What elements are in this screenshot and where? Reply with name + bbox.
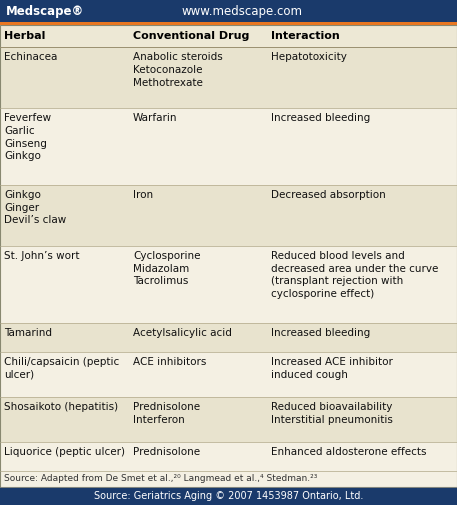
Text: Herbal: Herbal: [4, 31, 45, 41]
Text: Tamarind: Tamarind: [4, 328, 52, 338]
Bar: [0, 471, 457, 487]
Text: Hepatotoxicity: Hepatotoxicity: [271, 52, 347, 62]
Bar: [0, 0, 457, 22]
Bar: [0, 487, 457, 505]
Text: Prednisolone
Interferon: Prednisolone Interferon: [133, 402, 200, 425]
Bar: [0, 25, 457, 47]
Bar: [0, 397, 457, 442]
Text: www.medscape.com: www.medscape.com: [182, 5, 303, 18]
Text: Anabolic steroids
Ketoconazole
Methotrexate: Anabolic steroids Ketoconazole Methotrex…: [133, 52, 223, 87]
Text: St. John’s wort: St. John’s wort: [4, 251, 80, 261]
Text: Increased bleeding: Increased bleeding: [271, 328, 370, 338]
Text: Source: Geriatrics Aging © 2007 1453987 Ontario, Ltd.: Source: Geriatrics Aging © 2007 1453987 …: [94, 491, 363, 501]
Text: Reduced blood levels and
decreased area under the curve
(transplant rejection wi: Reduced blood levels and decreased area …: [271, 251, 438, 299]
Text: Medscape®: Medscape®: [6, 5, 84, 18]
Text: Prednisolone: Prednisolone: [133, 447, 200, 457]
Text: Increased ACE inhibitor
induced cough: Increased ACE inhibitor induced cough: [271, 357, 393, 380]
Text: Source: Adapted from De Smet et al.,²⁰ Langmead et al.,⁴ Stedman.²³: Source: Adapted from De Smet et al.,²⁰ L…: [4, 475, 317, 483]
Text: Warfarin: Warfarin: [133, 113, 177, 123]
Text: Increased bleeding: Increased bleeding: [271, 113, 370, 123]
Text: Ginkgo
Ginger
Devil’s claw: Ginkgo Ginger Devil’s claw: [4, 190, 66, 225]
Bar: [0, 323, 457, 352]
Text: Conventional Drug: Conventional Drug: [133, 31, 250, 41]
Text: Decreased absorption: Decreased absorption: [271, 190, 386, 200]
Bar: [0, 185, 457, 246]
Bar: [0, 352, 457, 397]
Text: Chili/capsaicin (peptic
ulcer): Chili/capsaicin (peptic ulcer): [4, 357, 119, 380]
Bar: [0, 108, 457, 185]
Text: Echinacea: Echinacea: [4, 52, 58, 62]
Text: Enhanced aldosterone effects: Enhanced aldosterone effects: [271, 447, 426, 457]
Text: Liquorice (peptic ulcer): Liquorice (peptic ulcer): [4, 447, 125, 457]
Text: Acetylsalicylic acid: Acetylsalicylic acid: [133, 328, 232, 338]
Bar: [0, 22, 457, 25]
Bar: [0, 246, 457, 323]
Bar: [0, 47, 457, 108]
Text: Reduced bioavailability
Interstitial pneumonitis: Reduced bioavailability Interstitial pne…: [271, 402, 393, 425]
Text: ACE inhibitors: ACE inhibitors: [133, 357, 207, 367]
Text: Iron: Iron: [133, 190, 153, 200]
Text: Feverfew
Garlic
Ginseng
Ginkgo: Feverfew Garlic Ginseng Ginkgo: [4, 113, 51, 162]
Text: Shosaikoto (hepatitis): Shosaikoto (hepatitis): [4, 402, 118, 412]
Bar: [0, 442, 457, 471]
Text: Interaction: Interaction: [271, 31, 340, 41]
Text: Cyclosporine
Midazolam
Tacrolimus: Cyclosporine Midazolam Tacrolimus: [133, 251, 201, 286]
